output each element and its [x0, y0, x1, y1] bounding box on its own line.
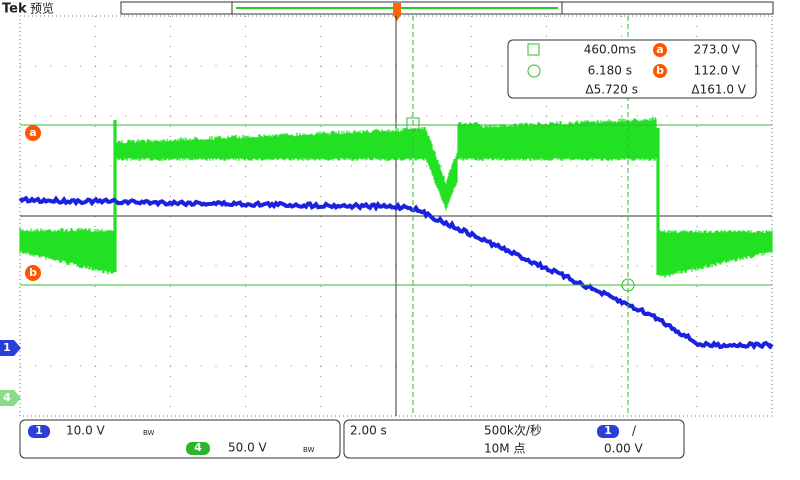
trigger-source: 1: [604, 424, 612, 437]
graticule: [19, 15, 773, 417]
delta-time: Δ5.720 s: [585, 83, 638, 97]
marker-b: [25, 265, 41, 281]
trigger-level: 0.00 V: [604, 442, 644, 456]
a-icon-label: a: [656, 43, 663, 56]
delta-value: Δ161.0 V: [691, 83, 746, 97]
ch1-id: 1: [35, 424, 43, 437]
marker-b-label: b: [29, 266, 37, 279]
b-value: 112.0 V: [694, 64, 741, 78]
cursor-2-icon: [527, 64, 541, 78]
marker-a: [25, 125, 41, 141]
a-icon: [653, 43, 667, 57]
ch1-bw: BW: [143, 429, 155, 437]
ch4-id: 4: [194, 441, 202, 454]
ch4-badge: [186, 442, 210, 455]
ch4-waveform: [19, 117, 773, 278]
trigger-source-badge: [597, 425, 619, 438]
ch4-scale: 50.0 V: [228, 441, 268, 455]
b-icon-label: b: [656, 64, 664, 77]
trigger-position: [393, 3, 401, 21]
ch4-bw: BW: [303, 446, 315, 454]
brand: Tek: [2, 2, 27, 17]
ch1-badge: [28, 425, 50, 438]
marker-a-label: a: [29, 126, 36, 139]
mode: 预览: [30, 1, 54, 16]
ch4-tag-label: 4: [3, 391, 11, 404]
record-length: 10M 点: [484, 442, 525, 456]
ch1-scale: 10.0 V: [66, 424, 106, 438]
ch1-waveform: [18, 195, 774, 351]
cursor-2-time: 6.180 s: [588, 64, 632, 78]
trigger-slope: /: [632, 424, 637, 438]
ch1-level-tag: [0, 340, 21, 356]
vertical-status: [19, 419, 341, 459]
timebase: 2.00 s: [350, 424, 387, 438]
ch1-tag-label: 1: [3, 341, 11, 354]
a-value: 273.0 V: [694, 43, 741, 57]
cursor-1-time: 460.0ms: [584, 43, 636, 57]
cursor-1-icon: [527, 43, 540, 56]
sample-rate: 500k次/秒: [484, 424, 542, 438]
waveforms: [18, 117, 774, 351]
cursor-readout: [507, 39, 757, 99]
cursor-2-handle: [621, 278, 635, 292]
b-icon: [653, 64, 667, 78]
cursor-1-handle: [406, 117, 420, 131]
ch4-level-tag: [0, 390, 21, 406]
